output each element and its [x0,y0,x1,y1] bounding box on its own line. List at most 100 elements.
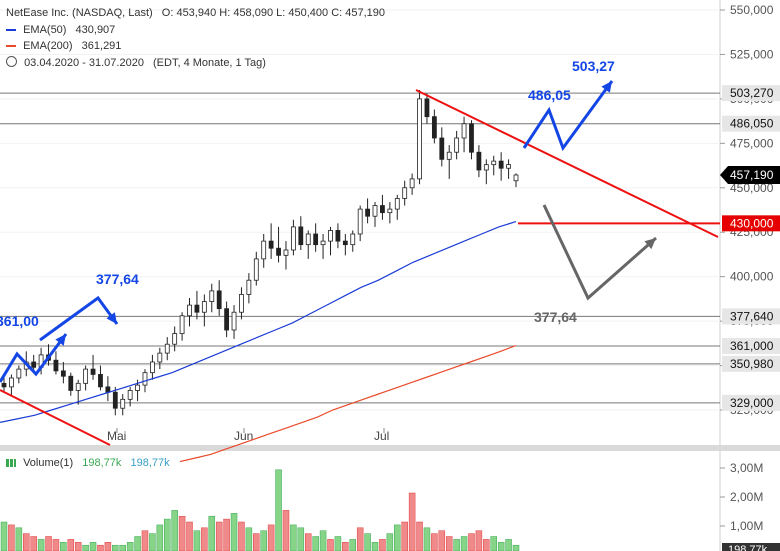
volume-bar [453,539,460,551]
price-tick-label: 550,000 [730,3,774,17]
date-range-legend: 03.04.2020 - 31.07.2020 (EDT, 4 Monate, … [6,56,266,69]
ema200-label: EMA(200) [23,40,73,52]
volume-bar [45,536,52,551]
date-range: 03.04.2020 - 31.07.2020 [24,57,144,69]
ema50-label: EMA(50) [23,24,67,36]
volume-bar [304,533,312,551]
candle-body [483,164,489,171]
price-level-tag-text: 503,270 [730,86,774,100]
volume-bar [483,539,490,551]
clock-icon [6,56,17,67]
ema200-value: 361,291 [81,40,122,52]
candle-body [172,333,178,345]
bearish-projection-arrow-head [644,238,656,250]
candle-body [31,361,37,368]
price-level-tag-text: 350,980 [730,357,774,371]
volume-bar [475,530,483,551]
candle-body [75,382,81,391]
candle-body [9,377,14,388]
candle-body [365,208,370,217]
price-tick-label: 450,000 [730,181,774,195]
volume-bar [379,539,386,551]
candle-body [335,230,341,242]
volume-bar [267,524,275,551]
volume-bar [201,527,208,551]
volume-bar [394,524,401,551]
volume-bar [193,530,201,551]
projection-annotation: 377,64 [96,271,139,287]
candle-body [476,151,482,171]
candle-body [216,290,222,310]
volume-bar [15,527,23,551]
volume-bar [30,536,37,551]
volume-bar [126,542,134,551]
candle-body [454,137,460,153]
candle-body [187,304,192,317]
volume-bar [178,515,186,551]
volume-bar [186,521,193,551]
pane-separator [0,445,780,451]
candle-body [60,370,66,377]
volume-bar [401,521,408,551]
date-tick-label: Mai [107,429,126,443]
candle-body [194,304,200,313]
candle-body [90,368,96,375]
price-level-tag-box [722,338,780,354]
volume-bar [245,527,253,551]
candle-body [135,384,140,391]
candle-body [446,151,452,160]
price-level-tag: 361,000 [722,338,780,354]
candle-body [491,160,497,166]
price-level-tag-box [722,355,780,372]
price-tick-label: 475,000 [730,136,774,150]
volume-bar [349,539,357,551]
volume-bar [230,513,238,551]
volume-bar [67,539,75,551]
volume-bar [112,544,119,551]
volume-bar [37,539,45,551]
downtrend-line-upper [415,89,719,238]
candle-body [224,308,230,331]
candle-body [402,187,408,199]
volume-bar [260,530,267,551]
candle-body [461,123,467,139]
volume-tick-label: 3,00M [730,461,763,475]
candle-body [201,301,207,313]
early-projection-arrow-b-head [106,312,117,324]
candle-body [357,208,363,235]
candle-body [372,205,378,217]
volume-tick-label: 2,00M [730,490,763,504]
volume-bar [319,530,327,551]
candle-body [439,137,445,160]
candle-body [105,386,111,393]
candle-body [53,359,59,372]
candle-body [424,98,430,118]
downtrend-line-lower [0,389,111,446]
candle-body [1,382,7,388]
candle-body [150,361,155,374]
volume-bar [0,521,8,551]
volume-bar [297,527,305,551]
price-level-tag: 377,640 [722,308,780,325]
date-range-note: (EDT, 4 Monate, 1 Tag) [153,57,266,69]
ema50-value: 430,907 [75,24,116,36]
chart-header: NetEase Inc. (NASDAQ, Last) O: 453,940 H… [6,7,385,19]
ema200-swatch [6,45,16,48]
candle-body [246,279,252,295]
candle-body [394,198,400,210]
candle-body [276,247,281,256]
price-level-tag: 350,980 [722,355,780,372]
ema50-legend: EMA(50) 430,907 [6,24,115,36]
candle-body [120,398,126,409]
candle-body [16,368,22,379]
candle-body [209,290,215,302]
early-projection-arrow-a [0,333,68,383]
candle-body [328,230,333,242]
candle-body [83,368,89,384]
candle-body [179,315,185,334]
candle-body [127,390,133,400]
candle-body [239,294,244,313]
candle-body [417,98,422,180]
volume-bar [327,539,334,551]
volume-bar [282,510,290,551]
